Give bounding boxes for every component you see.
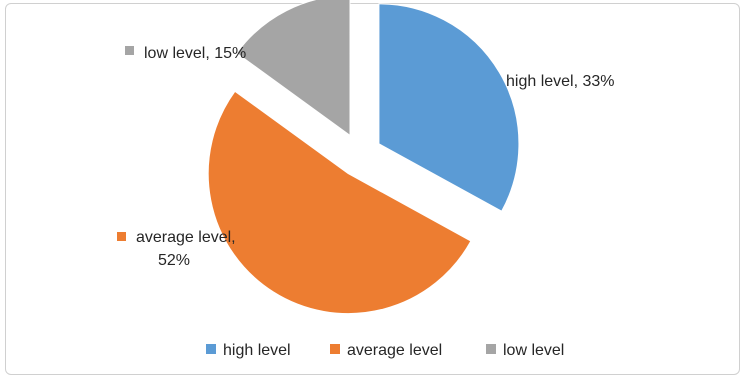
data-label-high-sep: , [574,73,583,90]
data-label-low: low level, 15% [125,45,246,62]
legend-label-high: high level [223,342,291,359]
data-label-low-sep: , [205,45,214,62]
pie-slices [207,0,520,315]
pie-slice-average [207,90,472,315]
svg-text:low level, 15%: low level, 15% [144,45,246,62]
svg-text:high level, 33%: high level, 33% [506,73,615,90]
legend-swatch-high [206,344,216,354]
data-label-average-value: 52% [158,252,190,269]
pie-slice-high [378,3,520,212]
data-label-high-value: 33% [583,73,615,90]
legend: high level average level low level [206,342,564,359]
pie-slice-low [236,0,351,137]
data-label-average-marker [117,232,126,241]
legend-item-average: average level [330,342,442,359]
legend-item-high: high level [206,342,291,359]
legend-swatch-low [486,344,496,354]
data-label-average-name: average level, [136,229,236,246]
data-label-average: average level, 52% [117,229,236,269]
data-label-high: high level, 33% [488,72,615,90]
data-label-low-value: 15% [214,45,246,62]
legend-swatch-average [330,344,340,354]
data-label-high-name: high level [506,73,574,90]
data-label-low-marker [125,46,134,55]
data-label-high-marker [488,72,497,81]
legend-label-average: average level [347,342,442,359]
legend-item-low: low level [486,342,564,359]
legend-label-low: low level [503,342,564,359]
data-label-low-name: low level [144,45,205,62]
